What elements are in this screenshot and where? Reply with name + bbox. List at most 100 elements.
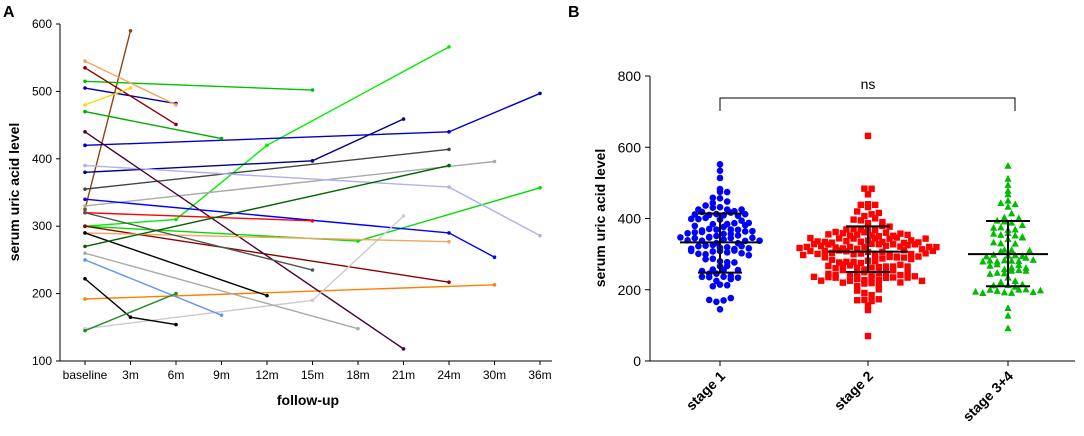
- data-point: [918, 277, 926, 285]
- series-point-p2: [83, 79, 87, 84]
- data-point: [695, 242, 702, 250]
- series-point-p17: [174, 322, 178, 327]
- data-point: [875, 296, 882, 303]
- data-point: [861, 229, 868, 236]
- data-point: [882, 263, 890, 270]
- series-point-p24: [83, 251, 87, 255]
- data-point: [850, 250, 857, 258]
- series-point-p26: [83, 103, 87, 107]
- panel-b-y-tick-label: 600: [618, 139, 642, 155]
- data-point: [825, 273, 832, 281]
- data-point: [713, 270, 720, 277]
- panel-a-x-tick-label: 36m: [528, 368, 551, 382]
- data-point: [846, 271, 854, 278]
- data-point: [911, 241, 918, 248]
- series-point-p6: [83, 187, 87, 191]
- data-point: [727, 275, 735, 283]
- data-point: [1004, 174, 1012, 182]
- data-point: [709, 255, 717, 263]
- data-point: [872, 201, 879, 209]
- series-point-p10: [83, 197, 87, 202]
- series-point-p7: [83, 204, 87, 208]
- data-point: [1011, 231, 1019, 239]
- data-point: [997, 231, 1005, 238]
- panel-a-x-tick-label: 24m: [437, 368, 460, 382]
- data-point: [1004, 202, 1012, 210]
- data-point: [904, 269, 911, 276]
- data-point: [857, 201, 864, 209]
- series-point-p9: [83, 163, 87, 168]
- data-point: [864, 191, 872, 198]
- data-point: [705, 296, 713, 304]
- data-point: [720, 236, 727, 243]
- error-bar: [968, 219, 1048, 288]
- data-point: [814, 238, 821, 245]
- data-point: [720, 273, 727, 280]
- data-point: [997, 279, 1005, 287]
- series-point-p11: [83, 224, 87, 228]
- data-point: [839, 245, 846, 252]
- data-point: [745, 251, 753, 259]
- data-point: [821, 238, 828, 246]
- data-point: [997, 199, 1005, 207]
- data-point: [890, 274, 897, 281]
- data-point: [872, 226, 879, 233]
- data-point: [1015, 214, 1023, 222]
- data-point: [864, 332, 872, 340]
- data-point: [854, 282, 861, 290]
- data-point: [850, 225, 857, 233]
- data-point: [1008, 218, 1016, 226]
- series-point-p10: [447, 231, 451, 235]
- data-point: [741, 228, 749, 235]
- series-point-p5: [83, 170, 87, 175]
- series-line-p6: [84, 148, 450, 190]
- data-point: [900, 254, 908, 261]
- data-point: [843, 226, 850, 233]
- data-point: [922, 235, 929, 242]
- data-point: [904, 274, 911, 281]
- data-point: [986, 270, 994, 277]
- data-point: [918, 246, 926, 253]
- data-point: [691, 234, 699, 242]
- data-point: [875, 286, 882, 293]
- data-point: [698, 228, 706, 236]
- series-point-p24: [356, 326, 360, 331]
- data-point: [897, 243, 904, 250]
- panel-a-x-tick-label: 30m: [483, 368, 506, 382]
- data-point: [926, 243, 933, 251]
- data-point: [861, 276, 868, 284]
- data-point: [864, 306, 872, 314]
- data-point: [1004, 181, 1012, 188]
- data-point: [904, 263, 911, 270]
- data-point: [738, 217, 745, 225]
- series-point-p16: [83, 258, 87, 262]
- data-point: [893, 254, 900, 261]
- data-point: [796, 244, 803, 252]
- series-line-p11: [84, 225, 450, 283]
- data-point: [807, 234, 814, 242]
- data-point: [716, 161, 724, 168]
- data-point: [897, 279, 904, 286]
- series-point-p3: [447, 45, 451, 49]
- data-point: [911, 273, 918, 280]
- series-point-p25: [83, 244, 87, 249]
- series-line-p22: [84, 232, 268, 297]
- data-point: [857, 238, 864, 245]
- data-point: [875, 241, 882, 248]
- data-point: [897, 271, 904, 279]
- data-point: [868, 264, 875, 271]
- data-point: [702, 214, 709, 222]
- data-point: [882, 229, 890, 236]
- data-point: [875, 209, 882, 217]
- data-point: [738, 242, 745, 250]
- data-point: [854, 270, 861, 278]
- data-point: [1011, 225, 1019, 233]
- series-point-p2: [310, 88, 315, 92]
- series-point-p4: [447, 130, 451, 134]
- series-point-p28: [83, 328, 87, 333]
- data-point: [695, 215, 702, 223]
- error-bar: [828, 225, 908, 273]
- panel-label-b: B: [568, 4, 580, 21]
- data-point: [1000, 213, 1008, 221]
